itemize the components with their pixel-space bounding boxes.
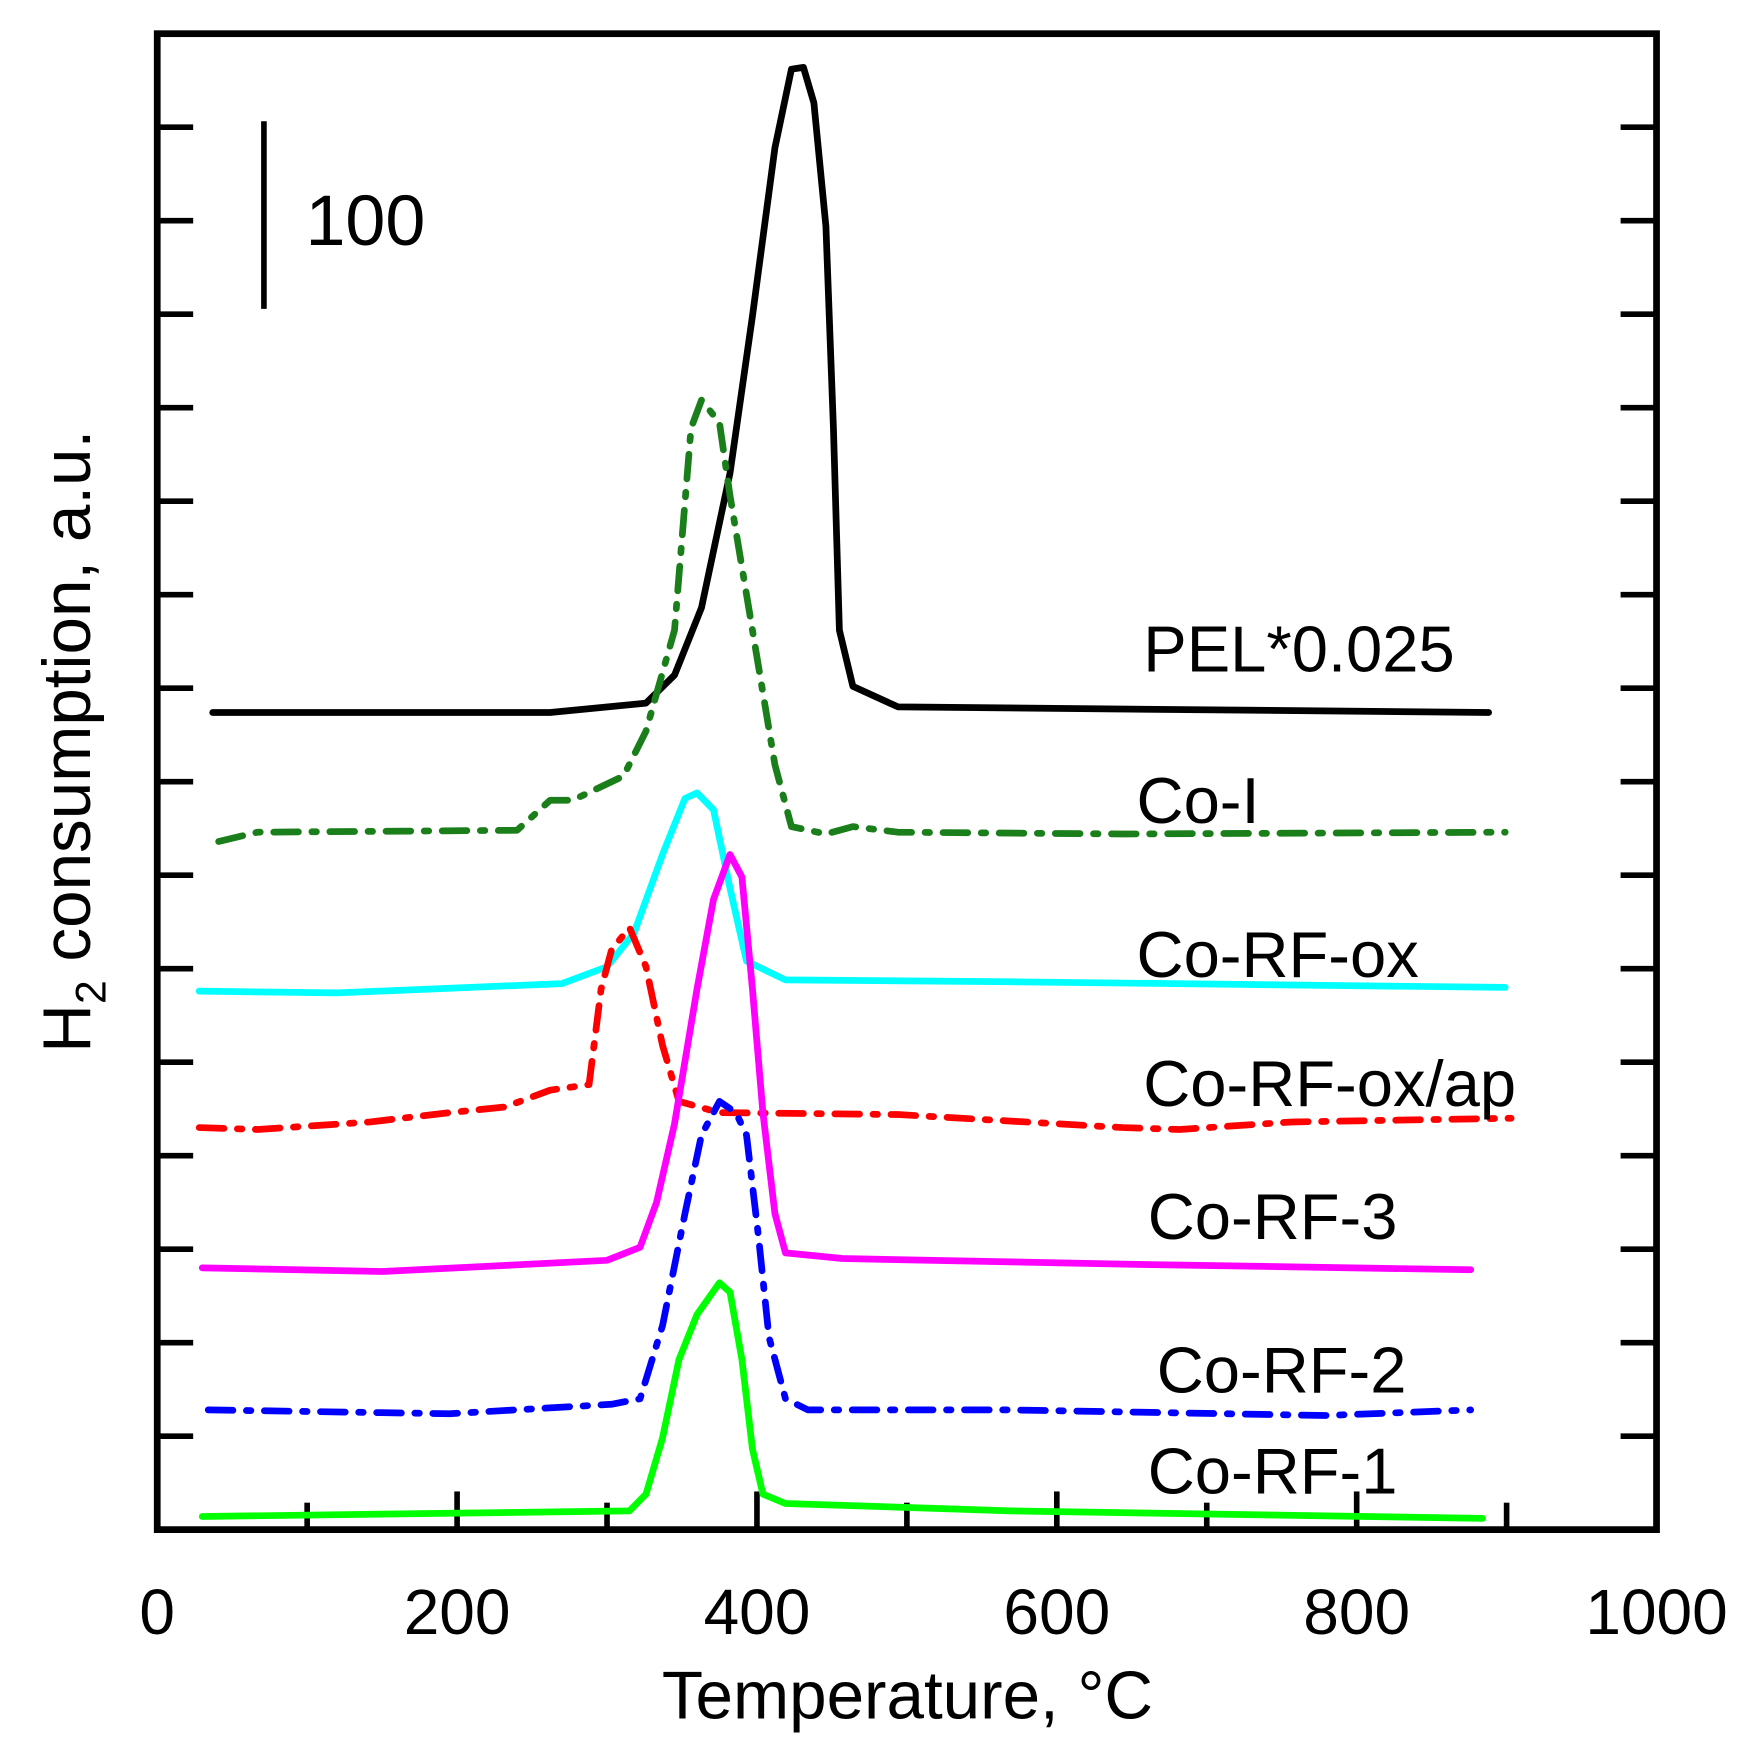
series-line-co-rf-2 bbox=[204, 1098, 1475, 1419]
x-tick-label: 1000 bbox=[1585, 1576, 1727, 1648]
scale-bar-label: 100 bbox=[305, 181, 425, 261]
curves bbox=[195, 64, 1515, 1522]
y-axis-title-h: H bbox=[30, 1004, 105, 1053]
series-label-co-i: Co-I bbox=[1137, 764, 1260, 837]
series-label-co-rf-3: Co-RF-3 bbox=[1148, 1180, 1398, 1253]
series-line-co-rf-ox bbox=[195, 789, 1509, 997]
x-tick-labels: 0 200 400 600 800 1000 bbox=[139, 1576, 1727, 1648]
series-line-pel-0-025 bbox=[209, 64, 1493, 716]
series-line-co-i bbox=[215, 396, 1509, 845]
series-label-co-rf-ox-ap: Co-RF-ox/ap bbox=[1143, 1047, 1516, 1120]
series-line-co-rf-3 bbox=[198, 851, 1475, 1275]
x-tick-label: 400 bbox=[704, 1576, 811, 1648]
x-axis-title: Temperature, °C bbox=[662, 1658, 1153, 1733]
series-label-co-rf-1: Co-RF-1 bbox=[1148, 1435, 1398, 1508]
series-label-co-rf-2: Co-RF-2 bbox=[1157, 1334, 1407, 1407]
x-tick-label: 0 bbox=[139, 1576, 175, 1648]
series-line-co-rf-ox-ap bbox=[195, 924, 1515, 1133]
x-tick-label: 800 bbox=[1303, 1576, 1410, 1648]
x-tick-label: 600 bbox=[1003, 1576, 1110, 1648]
axis-ticks bbox=[157, 124, 1657, 1530]
x-tick-label: 200 bbox=[404, 1576, 511, 1648]
plot-frame bbox=[153, 30, 1660, 1533]
y-axis-title-sub: 2 bbox=[68, 980, 116, 1004]
series-line-co-rf-1 bbox=[198, 1279, 1486, 1522]
series-label-pel: PEL*0.025 bbox=[1143, 613, 1454, 686]
series-label-co-rf-ox: Co-RF-ox bbox=[1137, 918, 1419, 991]
y-axis-title: H2 consumption, a.u. bbox=[30, 430, 116, 1053]
y-axis-title-rest: consumption, a.u. bbox=[30, 430, 105, 981]
